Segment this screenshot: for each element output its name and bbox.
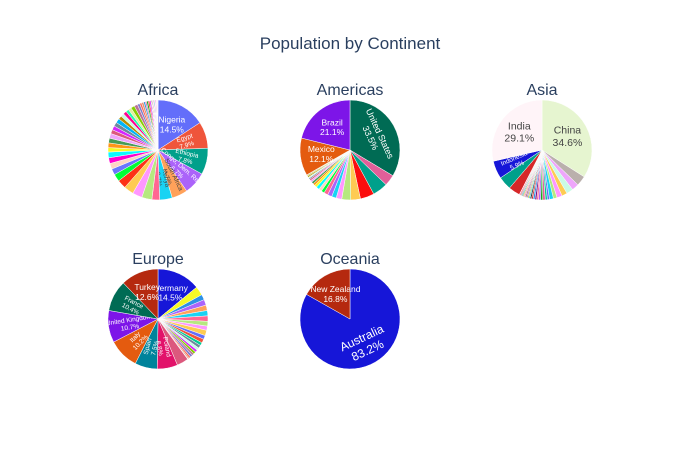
slice-label-nigeria: Nigeria 14.5%: [158, 115, 185, 135]
slice-label-turkey: Turkey 12.6%: [134, 282, 160, 302]
pie-slice-china[interactable]: [541, 99, 593, 178]
slice-label-mexico: Mexico 12.1%: [308, 144, 335, 164]
slice-label-ethiopia: Ethiopia7.8%: [173, 148, 200, 168]
pie-title-africa: Africa: [138, 82, 179, 99]
pie-title-europe: Europe: [132, 251, 184, 268]
slice-label-egypt: Egypt7.9%: [176, 133, 196, 152]
pie-slice-india[interactable]: [491, 99, 543, 162]
slice-label-poland: Poland6.8%: [154, 336, 172, 359]
slice-label-china: China 34.6%: [553, 125, 583, 149]
pie-title-asia: Asia: [526, 82, 557, 99]
pie-slice-new-zealand[interactable]: [306, 268, 351, 320]
pie-slice-turkey[interactable]: [122, 268, 159, 320]
slice-label-germany: Germany 14.5%: [153, 283, 189, 303]
pie-slice-nigeria[interactable]: [157, 99, 201, 151]
slice-label-india: India 29.1%: [504, 121, 534, 145]
chart-title: Population by Continent: [259, 34, 441, 53]
pie-title-oceania: Oceania: [320, 251, 380, 268]
pie-slice-united-states[interactable]: [349, 99, 401, 177]
pie-title-americas: Americas: [317, 82, 384, 99]
slice-label-spain: Spain7.5%: [143, 337, 161, 357]
slice-label-new-zealand: New Zealand 16.8%: [310, 284, 360, 304]
slice-label-brazil: Brazil 21.1%: [320, 117, 345, 137]
pie-slice-brazil[interactable]: [301, 99, 351, 151]
